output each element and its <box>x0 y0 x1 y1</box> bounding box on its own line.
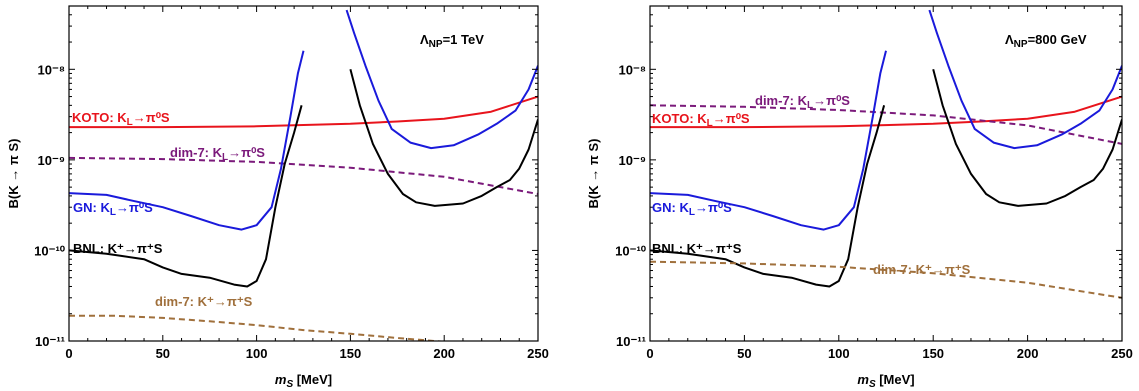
series-line-2-seg-1 <box>345 9 538 150</box>
chart-panel-right: 0 50 100 150 200 250 10⁻¹¹ 10⁻¹⁰ 10⁻⁹ 10⁻⁸ mS [MeV… <box>586 5 1133 390</box>
y-tick-label: 10⁻⁹ <box>619 153 647 168</box>
x-tick-label: 200 <box>433 346 455 361</box>
x-tick-label: 0 <box>646 346 653 361</box>
x-axis-title: mS [MeV] <box>275 372 332 390</box>
y-tick-label: 10⁻¹¹ <box>35 334 65 349</box>
series-line-0 <box>69 95 538 129</box>
series-line-3-seg-1 <box>349 69 538 207</box>
panel-label: ΛNP=800 GeV <box>1005 32 1087 50</box>
x-tick-label: 50 <box>737 346 751 361</box>
y-axis-title: B(K → π S) <box>586 139 601 209</box>
x-tick-label: 250 <box>527 346 549 361</box>
y-tick-label: 10⁻⁹ <box>38 153 66 168</box>
x-tick-label: 100 <box>828 346 850 361</box>
series-line-1 <box>69 156 538 195</box>
series-label-0: KOTO: KL→π⁰S <box>652 111 750 129</box>
x-tick-label: 0 <box>65 346 72 361</box>
curves <box>650 9 1122 299</box>
y-tick-label: 10⁻⁸ <box>619 62 646 77</box>
series-label-3: BNL: K⁺→π⁺S <box>73 241 163 256</box>
x-tick-label: 50 <box>156 346 170 361</box>
series-line-3-seg-1 <box>932 69 1122 207</box>
plot-frame <box>68 5 539 342</box>
series-line-4 <box>69 314 445 341</box>
chart-panel-left: 0 50 100 150 200 250 10⁻¹¹ 10⁻¹⁰ 10⁻⁹ 10⁻⁸ mS [MeV… <box>6 5 549 390</box>
x-tick-label: 200 <box>1017 346 1039 361</box>
series-line-4 <box>650 260 1122 299</box>
y-tick-label: 10⁻¹¹ <box>616 334 646 349</box>
y-tick-label: 10⁻¹⁰ <box>615 243 647 258</box>
series-label-4: dim-7: K⁺→π⁺S <box>873 262 971 277</box>
series-label-0: KOTO: KL→π⁰S <box>72 110 170 128</box>
x-axis-title: mS [MeV] <box>857 372 914 390</box>
y-tick-label: 10⁻⁸ <box>38 62 65 77</box>
series-line-3-seg-0 <box>650 105 886 288</box>
series-label-2: GN: KL→π⁰S <box>652 200 732 218</box>
series-label-3: BNL: K⁺→π⁺S <box>652 241 742 256</box>
series-label-1: dim-7: KL→π⁰S <box>170 145 265 163</box>
series-line-3-seg-0 <box>69 105 303 288</box>
x-tick-label: 150 <box>922 346 944 361</box>
plot-frame <box>649 5 1123 342</box>
series-label-4: dim-7: K⁺→π⁺S <box>155 294 253 309</box>
y-axis-title: B(K → π S) <box>6 139 21 209</box>
series-line-1 <box>650 104 1122 145</box>
x-tick-label: 250 <box>1111 346 1133 361</box>
series-line-2-seg-1 <box>928 9 1122 150</box>
series-line-0 <box>650 95 1122 129</box>
x-tick-label: 150 <box>340 346 362 361</box>
y-tick-label: 10⁻¹⁰ <box>34 243 66 258</box>
series-line-2-seg-0 <box>650 50 887 231</box>
x-tick-label: 100 <box>246 346 268 361</box>
curves <box>69 9 538 341</box>
series-line-2-seg-0 <box>69 50 305 231</box>
series-label-1: dim-7: KL→π⁰S <box>755 93 850 111</box>
panel-label: ΛNP=1 TeV <box>420 32 484 50</box>
series-label-2: GN: KL→π⁰S <box>73 200 153 218</box>
